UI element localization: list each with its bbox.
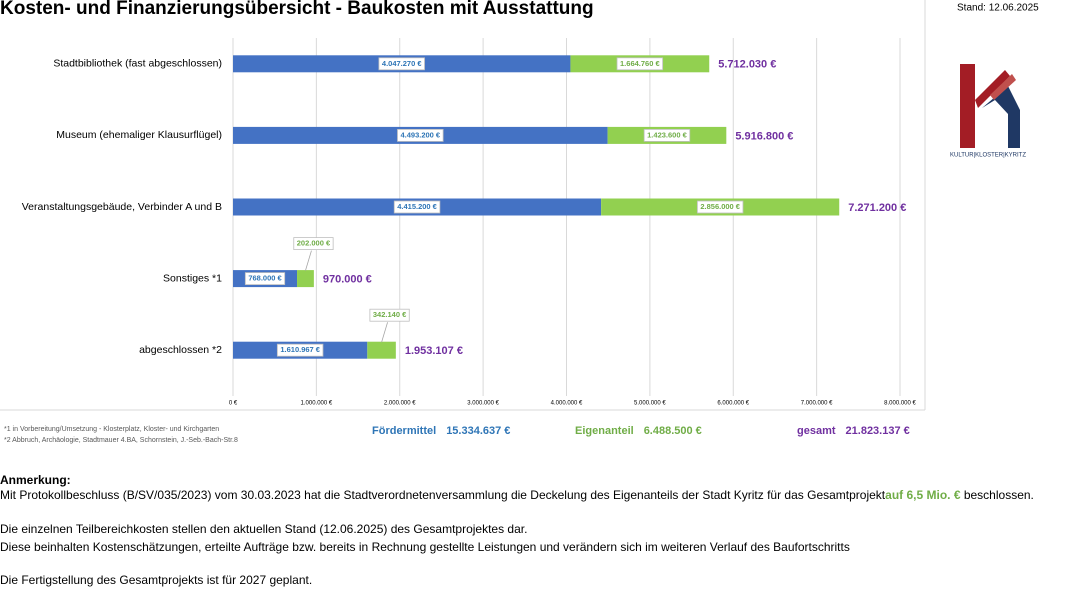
legend-label: gesamt bbox=[797, 425, 836, 437]
stand: Stand: 12.06.2025 bbox=[957, 3, 1039, 14]
x-tick-label: 7.000.000 € bbox=[801, 401, 833, 407]
value-label-box bbox=[276, 343, 324, 357]
note-text: beschlossen. bbox=[960, 488, 1034, 502]
note-text: Mit Protokollbeschluss (B/SV/035/2023) v… bbox=[0, 488, 886, 502]
value-label-box bbox=[378, 57, 425, 71]
legend-sum: 15.334.637 € bbox=[446, 425, 510, 437]
note-line: Die Fertigstellung des Gesamtprojekts is… bbox=[0, 573, 313, 587]
footnote: *1 in Vorbereitung/Umsetzung - Klosterpl… bbox=[4, 426, 219, 433]
value-label-box bbox=[696, 200, 744, 214]
value-label-box bbox=[643, 128, 691, 142]
note-line: Diese beinhalten Kostenschätzungen, erte… bbox=[0, 540, 850, 554]
value-label: 4.047.270 € bbox=[382, 59, 422, 68]
note-highlight: auf 6,5 Mio. € bbox=[885, 488, 961, 502]
value-label: 4.415.200 € bbox=[397, 202, 437, 211]
value-label: 768.000 € bbox=[248, 274, 282, 283]
x-tick-label: 4.000.000 € bbox=[551, 401, 583, 407]
total-label: 7.271.200 € bbox=[848, 202, 906, 214]
legend-sum: 6.488.500 € bbox=[644, 425, 702, 437]
total-label: 970.000 € bbox=[323, 274, 372, 286]
logo-text: KULTUR|KLOSTER|KYRITZ bbox=[950, 153, 1026, 159]
value-label: 2.856.000 € bbox=[700, 202, 740, 211]
note-line: Die einzelnen Teilbereichkosten stellen … bbox=[0, 522, 528, 536]
value-label-box bbox=[616, 57, 664, 71]
logo: KULTUR|KLOSTER|KYRITZ bbox=[950, 64, 1026, 159]
legend-label: Fördermittel bbox=[372, 425, 436, 437]
value-label-box bbox=[393, 200, 441, 214]
bar-segment bbox=[297, 270, 314, 288]
note-heading: Anmerkung: bbox=[0, 473, 71, 487]
legend-label: Eigenanteil bbox=[575, 425, 634, 437]
x-tick-label: 5.000.000 € bbox=[634, 401, 666, 407]
value-label-box bbox=[293, 237, 334, 251]
value-label-box bbox=[369, 308, 410, 322]
total-label: 1.953.107 € bbox=[405, 345, 463, 357]
footnote: *2 Abbruch, Archäologie, Stadtmauer 4.BA… bbox=[4, 437, 238, 444]
leader-line bbox=[381, 322, 388, 343]
value-label: 1.610.967 € bbox=[280, 345, 320, 354]
total-label: 5.916.800 € bbox=[735, 130, 793, 142]
y-tick-label: Stadtbibliothek (fast abgeschlossen) bbox=[53, 58, 222, 70]
value-label: 4.493.200 € bbox=[400, 130, 440, 139]
chart-title: Kosten- und Finanzierungsübersicht - Bau… bbox=[0, 0, 594, 19]
chart: Kosten- und Finanzierungsübersicht - Bau… bbox=[0, 0, 1039, 444]
x-tick-label: 2.000.000 € bbox=[384, 401, 416, 407]
x-tick-label: 0 € bbox=[229, 401, 238, 407]
y-tick-label: Museum (ehemaliger Klausurflügel) bbox=[56, 129, 222, 141]
value-label: 342.140 € bbox=[373, 310, 407, 319]
value-label: 1.664.760 € bbox=[620, 59, 660, 68]
x-tick-label: 1.000.000 € bbox=[301, 401, 333, 407]
bar-segment bbox=[367, 341, 396, 359]
value-label-box bbox=[244, 272, 286, 286]
value-label: 202.000 € bbox=[297, 239, 331, 248]
leader-line bbox=[305, 250, 312, 271]
legend-sum: 21.823.137 € bbox=[846, 425, 910, 437]
y-tick-label: Veranstaltungsgebäude, Verbinder A und B bbox=[22, 201, 222, 213]
total-label: 5.712.030 € bbox=[718, 59, 776, 71]
note-line: Mit Protokollbeschluss (B/SV/035/2023) v… bbox=[0, 488, 1034, 502]
x-tick-label: 8.000.000 € bbox=[884, 401, 916, 407]
y-tick-label: Sonstiges *1 bbox=[163, 272, 222, 284]
x-tick-label: 6.000.000 € bbox=[717, 401, 749, 407]
value-label: 1.423.600 € bbox=[647, 130, 687, 139]
value-label-box bbox=[397, 128, 444, 142]
x-tick-label: 3.000.000 € bbox=[467, 401, 499, 407]
y-tick-label: abgeschlossen *2 bbox=[139, 344, 222, 356]
